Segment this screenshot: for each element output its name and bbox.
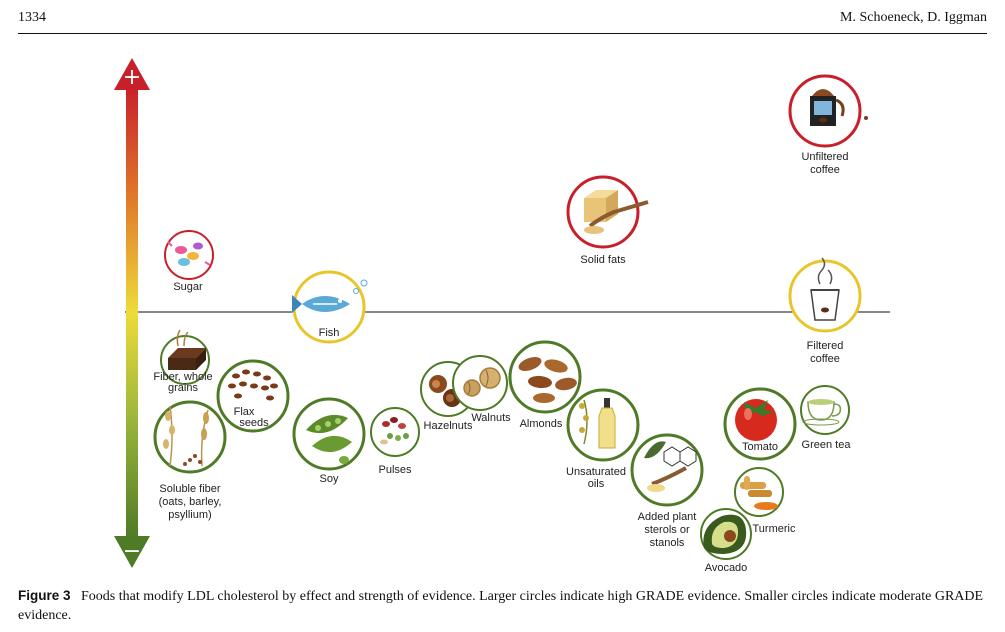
food-avocado: Avocado [700,508,752,574]
food-pulses: Pulses [370,407,420,476]
food-flax-seeds: Flax seeds [216,359,290,433]
label-almonds: Almonds [520,418,563,430]
food-sugar: Sugar [164,230,214,293]
coffee-cup-icon [810,257,840,321]
food-filtered-coffee: Filtered coffee [788,257,862,365]
figure-caption: Figure 3 Foods that modify LDL cholester… [18,586,993,625]
svg-text:Soluble fiber(oats, barley,psy: Soluble fiber (oats, barley, psyllium) [159,483,222,521]
plus-symbol: + [123,65,141,90]
food-soluble-fiber: Soluble fiber (oats, barley, psyllium) [153,400,227,521]
running-head-authors: M. Schoeneck, D. Iggman [840,10,987,25]
label-solid-fats: Solid fats [580,254,626,266]
food-solid-fats: Solid fats [566,175,649,266]
label-flax-line1: Flax [234,406,255,418]
almond-icon [518,357,577,403]
hazelnut-icon [429,375,461,407]
food-tomato: Tomato [723,387,797,461]
walnut-icon [463,367,501,397]
tomato-icon [735,399,777,441]
food-fish: Fish [292,270,368,344]
label-unfiltered-coffee-line2: coffee [810,164,840,176]
label-turmeric: Turmeric [753,523,796,535]
fish-icon [292,279,368,313]
label-flax-line2: seeds [239,417,269,429]
caption-label: Figure 3 [18,588,71,603]
food-green-tea: Green tea [800,385,852,451]
label-sterols-line1: Added plant [638,511,697,523]
turmeric-icon [740,476,778,510]
food-soy: Soy [292,397,366,485]
minus-symbol: − [123,539,141,564]
coffee-pot-icon [810,89,868,126]
seeds-icon [228,369,278,401]
avocado-icon [703,514,747,554]
caption-text: Foods that modify LDL cholesterol by eff… [18,589,984,623]
sterol-molecule-icon [644,441,697,492]
label-green-tea: Green tea [802,439,852,451]
oat-icon [163,405,209,467]
butter-block-icon [584,190,649,234]
label-oils-line1: Unsaturated [566,466,626,478]
label-sugar: Sugar [173,281,203,293]
figure-3: + − Unfiltered coffee Solid fats [114,58,890,574]
oil-bottle-icon [579,398,616,449]
label-soy: Soy [320,473,339,485]
food-almonds: Almonds [508,340,582,430]
food-plant-sterols: Added plant sterols or stanols [630,433,704,549]
label-hazelnuts: Hazelnuts [424,420,473,432]
label-unfiltered-coffee-line1: Unfiltered [801,151,848,163]
header-rule [18,33,987,34]
label-filtered-coffee-line1: Filtered [807,340,844,352]
effect-arrow: + − [114,58,150,568]
label-fiber-line1: Fiber, whole [153,371,212,383]
label-soluble-fiber-line1: Soluble fiber [159,483,220,495]
label-oils-line2: oils [588,478,605,490]
label-walnuts: Walnuts [471,412,511,424]
beans-icon [380,417,409,445]
food-fiber-whole-grains: Fiber, whole grains [153,329,213,394]
food-unfiltered-coffee: Unfiltered coffee [788,74,868,176]
candy-icon [167,241,211,266]
label-soluble-fiber-line2: (oats, barley, [159,496,222,508]
label-tomato: Tomato [742,441,778,453]
label-filtered-coffee-line2: coffee [810,353,840,365]
bread-icon [168,329,206,370]
label-avocado: Avocado [705,562,748,574]
page-number: 1334 [18,10,46,25]
food-unsaturated-oils: Unsaturated oils [566,388,640,490]
soybean-icon [306,414,352,464]
label-sterols-line3: stanols [650,537,685,549]
label-sterols-line2: sterols or [644,524,690,536]
label-fiber-line2: grains [168,382,198,394]
food-walnuts: Walnuts [452,355,511,424]
food-turmeric: Turmeric [734,467,796,535]
label-pulses: Pulses [378,464,412,476]
label-soluble-fiber-line3: psyllium) [168,509,211,521]
tea-cup-icon [802,399,842,426]
label-fish: Fish [319,327,340,339]
